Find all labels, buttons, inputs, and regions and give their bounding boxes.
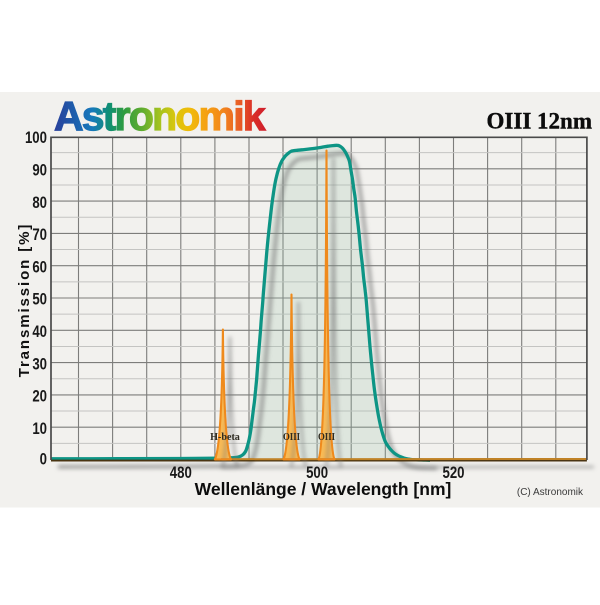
svg-text:70: 70 [32, 226, 47, 245]
svg-text:100: 100 [25, 129, 47, 148]
svg-text:(C) Astronomik: (C) Astronomik [517, 487, 584, 498]
svg-text:H-beta: H-beta [210, 432, 240, 443]
svg-text:60: 60 [32, 258, 47, 277]
svg-text:OIII: OIII [283, 431, 300, 443]
svg-text:Transmission [%]: Transmission [%] [16, 223, 33, 378]
svg-text:Astronomik: Astronomik [54, 93, 266, 139]
svg-text:40: 40 [32, 323, 47, 342]
svg-text:OIII: OIII [318, 431, 335, 443]
svg-text:90: 90 [32, 161, 47, 180]
svg-text:30: 30 [32, 355, 47, 374]
svg-text:50: 50 [32, 290, 47, 309]
svg-text:0: 0 [40, 450, 47, 469]
svg-text:20: 20 [32, 387, 47, 406]
svg-text:10: 10 [32, 420, 47, 439]
svg-text:480: 480 [170, 463, 192, 482]
svg-text:80: 80 [32, 193, 47, 212]
svg-text:Wellenlänge / Wavelength [nm]: Wellenlänge / Wavelength [nm] [195, 479, 452, 499]
svg-text:OIII 12nm: OIII 12nm [487, 109, 592, 134]
